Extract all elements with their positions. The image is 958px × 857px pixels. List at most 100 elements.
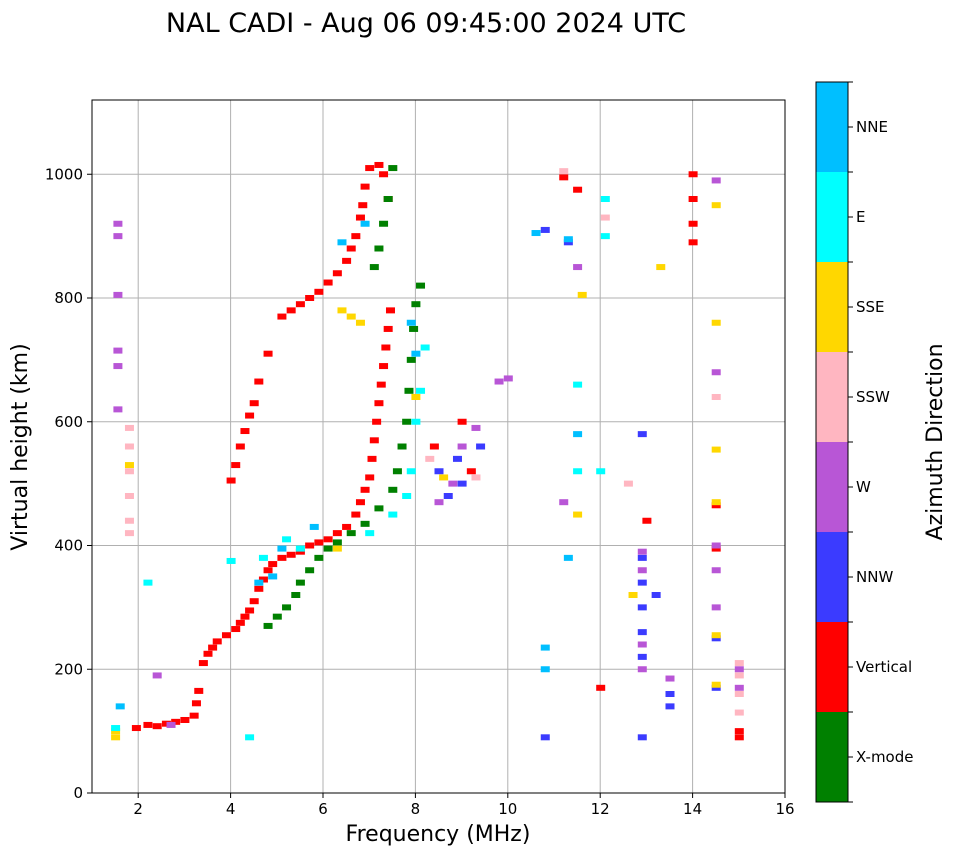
- data-point-nne: [540, 644, 550, 651]
- data-point-sse: [355, 319, 365, 326]
- data-point-x-mode: [305, 567, 315, 574]
- data-point-w: [434, 499, 444, 506]
- data-point-vertical: [131, 725, 141, 732]
- data-point-vertical: [295, 548, 305, 555]
- colorbar-swatch-vertical: [816, 622, 848, 712]
- data-point-w: [711, 567, 721, 574]
- data-point-ssw: [124, 493, 134, 499]
- data-point-vertical: [203, 650, 213, 657]
- data-point-sse: [711, 319, 721, 326]
- colorbar: X-mode Vertical NNW W SSW SSE E NNE: [815, 81, 913, 803]
- data-point-vertical: [358, 202, 368, 209]
- data-point-vertical: [314, 539, 324, 546]
- data-point-vertical: [688, 196, 698, 202]
- data-point-ssw: [734, 691, 744, 697]
- data-point-nnw: [637, 734, 647, 741]
- data-point-nnw: [452, 455, 462, 462]
- colorbar-frame: [815, 81, 849, 803]
- data-point-w: [113, 347, 123, 354]
- data-point-vertical: [221, 632, 231, 639]
- data-point-nnw: [711, 635, 721, 642]
- data-point-w: [113, 291, 123, 298]
- colorbar-swatch-nne: [816, 82, 848, 172]
- data-point-w: [152, 672, 162, 679]
- data-point-e: [388, 511, 398, 518]
- data-point-nne: [540, 666, 550, 673]
- data-point-e: [416, 387, 426, 394]
- plot-frame: [91, 99, 786, 794]
- data-point-nne: [531, 230, 541, 237]
- data-point-nnw: [434, 468, 444, 475]
- data-point-vertical: [212, 638, 222, 645]
- data-point-w: [711, 369, 721, 376]
- data-point-nnw: [637, 579, 647, 586]
- data-point-x-mode: [346, 530, 356, 537]
- data-point-e: [411, 418, 421, 425]
- data-point-vertical: [143, 721, 153, 728]
- data-point-ssw: [734, 672, 744, 679]
- data-point-vertical: [286, 307, 296, 314]
- data-point-vertical: [385, 307, 395, 314]
- data-point-ssw: [559, 168, 569, 175]
- colorbar-swatch-sse: [816, 262, 848, 352]
- data-point-e: [596, 468, 606, 475]
- data-point-nnw: [665, 703, 675, 710]
- data-point-ssw: [124, 468, 134, 475]
- data-point-w: [457, 443, 467, 450]
- data-point-vertical: [360, 183, 370, 190]
- data-point-vertical: [466, 468, 476, 475]
- data-point-vertical: [342, 523, 352, 530]
- y-tick-label: 0: [73, 784, 83, 802]
- data-point-vertical: [355, 499, 365, 506]
- data-point-nnw: [563, 239, 573, 246]
- data-point-vertical: [642, 517, 652, 524]
- data-point-ssw: [600, 214, 610, 221]
- data-point-vertical: [429, 443, 439, 450]
- colorbar-tick-label: SSW: [856, 388, 890, 406]
- x-axis-ticks: 2 4 6 8 10 12 14 16: [133, 793, 795, 818]
- data-point-ssw: [471, 474, 481, 481]
- x-tick-label: 8: [411, 800, 421, 818]
- colorbar-label: Azimuth Direction: [923, 343, 948, 540]
- x-tick-label: 10: [498, 800, 517, 818]
- data-point-sse: [628, 592, 638, 598]
- x-tick-label: 6: [318, 800, 328, 818]
- data-point-vertical: [688, 239, 698, 246]
- data-point-w: [734, 684, 744, 691]
- data-point-nne: [115, 703, 125, 710]
- data-point-nne: [563, 236, 573, 243]
- data-point-ssw: [734, 660, 744, 667]
- data-point-sse: [124, 462, 134, 469]
- data-point-e: [420, 344, 430, 351]
- data-point-x-mode: [314, 554, 324, 561]
- data-point-vertical: [314, 288, 324, 295]
- data-point-vertical: [305, 295, 315, 301]
- data-point-nnw: [637, 431, 647, 438]
- data-point-e: [258, 554, 268, 561]
- data-point-vertical: [372, 418, 382, 425]
- data-point-nnw: [476, 443, 486, 450]
- data-point-vertical: [191, 700, 201, 707]
- data-point-vertical: [369, 437, 379, 444]
- data-point-vertical: [249, 598, 259, 605]
- data-point-vertical: [457, 418, 467, 425]
- data-point-vertical: [245, 412, 255, 419]
- data-point-vertical: [688, 220, 698, 227]
- x-tick-label: 2: [133, 800, 143, 818]
- y-axis-label: Virtual height (km): [8, 343, 33, 550]
- data-point-sse: [111, 734, 121, 741]
- data-point-ssw: [124, 443, 134, 450]
- data-point-x-mode: [388, 486, 398, 493]
- data-point-nnw: [540, 226, 550, 233]
- data-point-vertical: [305, 542, 315, 549]
- data-point-vertical: [365, 165, 375, 172]
- data-point-vertical: [360, 486, 370, 493]
- data-point-x-mode: [360, 520, 370, 527]
- data-point-x-mode: [402, 418, 412, 425]
- data-point-w: [711, 542, 721, 549]
- data-point-sse: [711, 681, 721, 688]
- x-tick-label: 14: [683, 800, 702, 818]
- data-point-x-mode: [406, 356, 416, 363]
- data-point-x-mode: [282, 604, 292, 611]
